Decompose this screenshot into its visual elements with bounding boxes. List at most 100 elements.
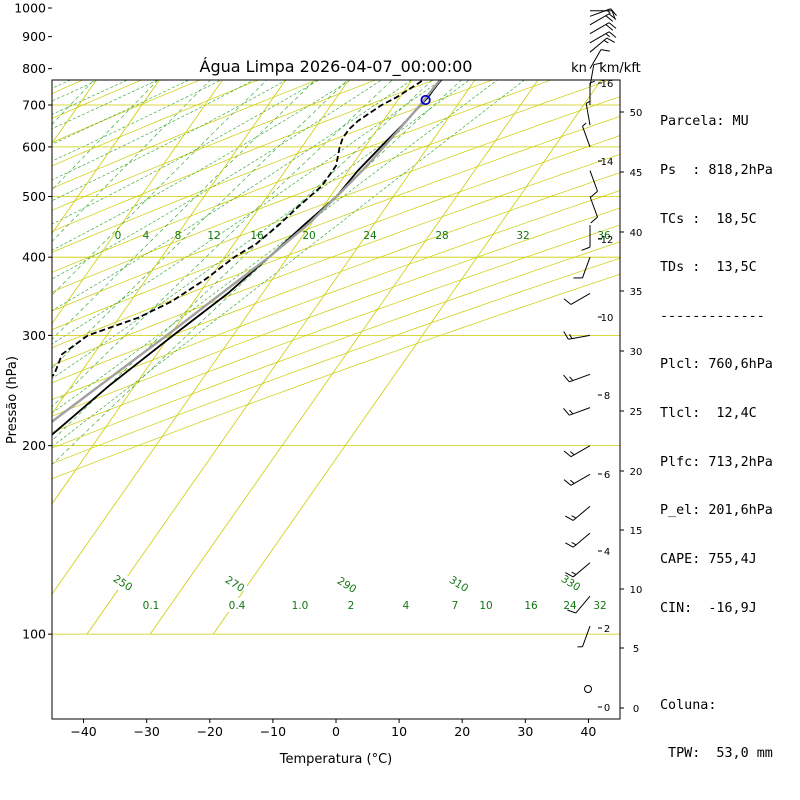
km-tick-label: 8 <box>604 391 610 402</box>
wind-barb <box>589 8 617 17</box>
barb-flag <box>569 409 574 415</box>
km-tick-label: 4 <box>604 547 610 558</box>
barb-flag <box>571 541 577 546</box>
mixing-ratio-label: 12 <box>207 230 220 242</box>
wind-barb <box>573 256 591 279</box>
dry-adiabat <box>52 172 620 384</box>
barb-staff <box>582 256 591 279</box>
mixing-ratio-line <box>52 80 316 340</box>
moist-adiabat <box>0 0 206 634</box>
kft-tick-label: 50 <box>630 108 643 119</box>
moist-adiabat <box>52 80 525 448</box>
mixing-ratio-label: 20 <box>302 230 315 242</box>
wind-barb <box>581 225 591 251</box>
barb-staff <box>589 196 598 218</box>
wind-barb <box>565 505 591 521</box>
barb-staff <box>589 170 598 192</box>
mixing-ratio-label: 8 <box>175 230 182 242</box>
wind-barbs <box>563 8 617 693</box>
marker-lcl <box>420 94 431 106</box>
moist-adiabat <box>52 80 190 145</box>
label-bg <box>107 576 135 590</box>
dry-adiabat <box>0 0 221 634</box>
barb-flag <box>608 13 617 20</box>
barb-flag <box>605 24 614 31</box>
wind-barb <box>589 22 617 35</box>
wind-barb <box>589 170 598 198</box>
dry-adiabat <box>52 115 620 330</box>
isotherm <box>52 80 287 415</box>
barb-staff <box>570 293 591 305</box>
barb-flag <box>563 408 570 416</box>
kft-tick-label: 25 <box>630 407 643 418</box>
barb-flag <box>567 609 577 614</box>
km-tick-label: 0 <box>604 703 610 714</box>
moist-adiabat <box>52 80 100 102</box>
moist-adiabat <box>52 80 383 280</box>
mixing-ratio-label: 0.1 <box>143 600 160 612</box>
dry-adiabat <box>52 80 260 167</box>
isotherm <box>52 80 350 505</box>
mixing-ratio-label: 10 <box>479 600 492 612</box>
info-line: Coluna: <box>660 697 717 713</box>
x-tick-label: −10 <box>260 724 286 739</box>
barb-flag <box>563 479 572 486</box>
moist-adiabat <box>52 80 470 379</box>
wind-barb <box>589 13 617 26</box>
label-bg <box>559 598 581 612</box>
wind-barb <box>589 31 617 44</box>
km-tick-label: 2 <box>604 624 610 635</box>
kft-tick-label: 0 <box>633 704 639 715</box>
plot-frame <box>51 79 621 720</box>
height-units-label: km/kft <box>599 61 641 76</box>
wind-barb <box>563 373 591 383</box>
barb-flag <box>608 31 617 38</box>
label-bg <box>331 578 359 592</box>
dry-adiabat <box>52 80 318 189</box>
info-line: ------------- <box>660 308 765 324</box>
y-tick-label: 800 <box>22 61 46 76</box>
y-axis-label: Pressão (hPa) <box>5 356 20 444</box>
y-tick-label: 600 <box>22 139 46 154</box>
y-tick-label: 900 <box>22 29 46 44</box>
label-bg <box>475 598 497 612</box>
barb-flag <box>611 10 616 20</box>
isotherm <box>212 80 602 635</box>
label-bg <box>444 598 466 612</box>
kft-tick-label: 45 <box>630 168 643 179</box>
y-tick-label: 200 <box>22 438 46 453</box>
parcel-line <box>52 80 442 424</box>
moist-adiabat <box>52 80 255 181</box>
mixing-ratio-label: 32 <box>593 600 606 612</box>
y-tick-label: 100 <box>22 627 46 642</box>
wind-barb <box>582 122 591 148</box>
isobars-isotherms <box>52 80 620 635</box>
mixing-ratio-label: 7 <box>452 600 459 612</box>
axes: −40 −30 −20 −10 0 10 20 30 401002003004005006007… <box>14 1 642 740</box>
barb-flag <box>600 49 610 52</box>
spacer <box>660 649 773 665</box>
barb-flag <box>563 450 572 458</box>
label-bg <box>555 576 583 590</box>
wind-barb <box>565 562 591 578</box>
label-bg <box>289 598 311 612</box>
isotherm <box>52 80 223 325</box>
info-line: Ps : 818,2hPa <box>660 163 773 179</box>
mixing-ratio-line <box>52 80 211 242</box>
info-line: CIN: -16,9J <box>660 600 757 616</box>
barb-flag <box>585 100 591 104</box>
x-tick-label: 0 <box>332 724 340 739</box>
dry-adiabat <box>52 80 611 293</box>
wind-barb <box>563 293 591 305</box>
barb-flag <box>608 22 617 29</box>
wind-barb <box>563 445 591 458</box>
label-bg <box>140 598 162 612</box>
label-bg <box>443 577 471 591</box>
km-tick-label: 12 <box>601 235 614 246</box>
wind-barb <box>589 37 615 53</box>
y-tick-label: 500 <box>22 189 46 204</box>
barb-staff <box>589 49 602 69</box>
barb-flag <box>589 80 595 84</box>
isotherm <box>52 80 160 235</box>
knots-label: kn <box>571 61 587 76</box>
